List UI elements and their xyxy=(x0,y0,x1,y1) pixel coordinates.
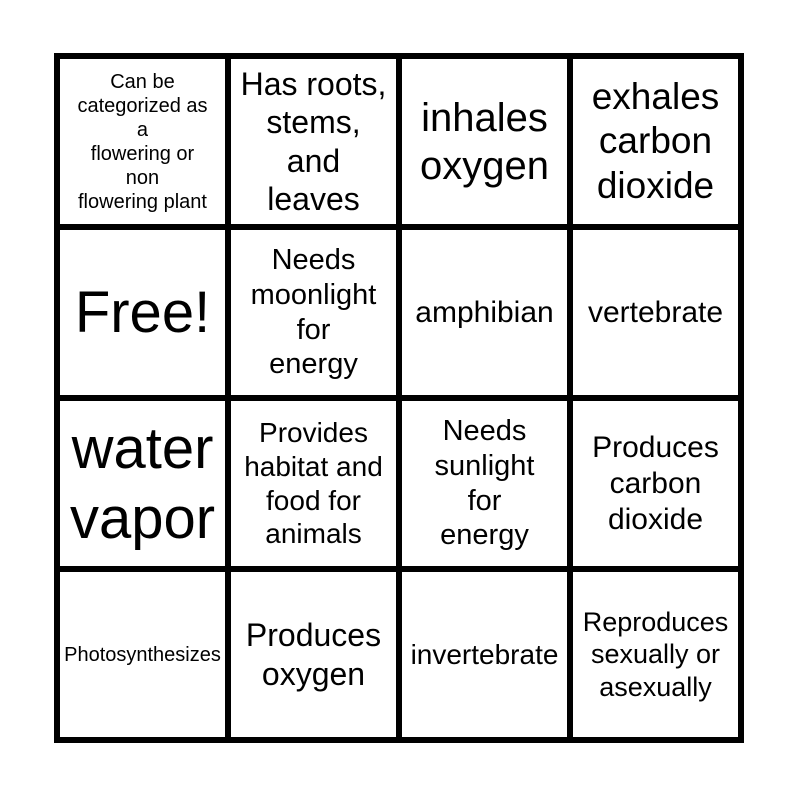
cell-r4c2[interactable]: Produces oxygen xyxy=(228,569,399,740)
cell-text: vertebrate xyxy=(587,295,724,329)
free-space-label: Free! xyxy=(74,279,211,345)
cell-text: Has roots, stems, and leaves xyxy=(240,65,387,217)
cell-r1c4[interactable]: exhales carbon dioxide xyxy=(570,56,741,227)
cell-text: Can be categorized as a flowering or non… xyxy=(77,70,208,213)
cell-text: Photosynthesizes xyxy=(64,643,221,666)
cell-r1c3[interactable]: inhales oxygen xyxy=(399,56,570,227)
bingo-card: Can be categorized as a flowering or non… xyxy=(54,53,744,743)
cell-r3c2[interactable]: Provides habitat and food for animals xyxy=(228,398,399,569)
cell-text: Reproduces sexually or asexually xyxy=(582,606,729,702)
cell-text: water vapor xyxy=(69,415,216,551)
cell-text: Needs moonlight for energy xyxy=(250,243,377,381)
cell-text: Produces carbon dioxide xyxy=(592,430,719,536)
cell-text: amphibian xyxy=(415,295,554,329)
cell-r3c3[interactable]: Needs sunlight for energy xyxy=(399,398,570,569)
cell-r4c4[interactable]: Reproduces sexually or asexually xyxy=(570,569,741,740)
cell-r2c2[interactable]: Needs moonlight for energy xyxy=(228,227,399,398)
cell-r2c3[interactable]: amphibian xyxy=(399,227,570,398)
cell-r3c1[interactable]: water vapor xyxy=(57,398,228,569)
cell-r1c1[interactable]: Can be categorized as a flowering or non… xyxy=(57,56,228,227)
cell-r3c4[interactable]: Produces carbon dioxide xyxy=(570,398,741,569)
cell-text: invertebrate xyxy=(410,638,559,670)
cell-text: exhales carbon dioxide xyxy=(591,75,720,206)
cell-r1c2[interactable]: Has roots, stems, and leaves xyxy=(228,56,399,227)
cell-text: Needs sunlight for energy xyxy=(434,414,535,552)
cell-r4c1[interactable]: Photosynthesizes xyxy=(57,569,228,740)
cell-text: Produces oxygen xyxy=(245,617,382,692)
free-space-cell[interactable]: Free! xyxy=(57,227,228,398)
cell-text: Provides habitat and food for animals xyxy=(244,417,383,550)
cell-text: inhales oxygen xyxy=(420,95,549,188)
cell-r4c3[interactable]: invertebrate xyxy=(399,569,570,740)
cell-r2c4[interactable]: vertebrate xyxy=(570,227,741,398)
